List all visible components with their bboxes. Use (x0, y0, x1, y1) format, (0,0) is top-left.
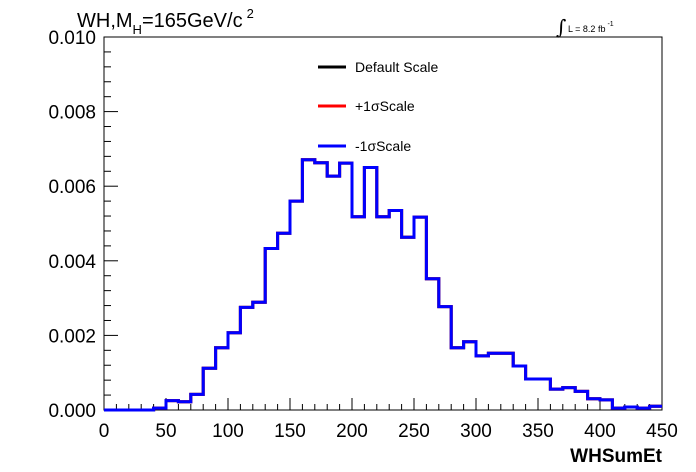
luminosity-label: L = 8.2 fb -1 (568, 21, 614, 34)
x-tick-label: 100 (212, 421, 244, 442)
plot-frame (103, 36, 663, 411)
x-axis-major-ticks: 0 50 100 150 200 250 300 350 400 450 (99, 398, 678, 442)
title-part-sup: 2 (247, 6, 254, 21)
y-tick-label: 0.010 (48, 28, 96, 49)
x-tick-label: 200 (336, 421, 368, 442)
x-tick-label: 450 (646, 421, 678, 442)
y-axis-minor-ticks (104, 51, 111, 396)
title-part-mid: =165GeV/c (142, 10, 243, 32)
title-part-pre: WH,M (77, 10, 133, 32)
x-tick-label: 350 (522, 421, 554, 442)
integral-symbol: ∫ (556, 15, 566, 39)
y-axis-major-ticks: 0.000 0.002 0.004 0.006 0.008 0.010 (48, 28, 118, 422)
x-tick-label: 150 (274, 421, 306, 442)
series-layer (104, 158, 662, 412)
x-axis-label: WHSumEt (570, 446, 663, 467)
x-tick-label: 300 (460, 421, 492, 442)
y-tick-label: 0.008 (48, 103, 96, 124)
chart-title: WH,MH=165GeV/c 2 (77, 6, 254, 37)
x-tick-label: 50 (155, 421, 176, 442)
legend-label-plus-sigma-scale: +1σScale (355, 98, 415, 114)
y-tick-label: 0.000 (48, 401, 96, 422)
y-tick-label: 0.002 (48, 326, 96, 347)
series-line-1 (104, 158, 662, 412)
series-line-0 (104, 158, 662, 412)
legend: Default Scale +1σScale -1σScale (318, 59, 438, 154)
x-tick-label: 400 (584, 421, 616, 442)
x-tick-label: 0 (99, 421, 110, 442)
y-tick-label: 0.006 (48, 177, 96, 198)
legend-label-minus-sigma-scale: -1σScale (355, 138, 411, 154)
x-axis-minor-ticks (115, 404, 651, 410)
title-part-sub: H (133, 22, 142, 37)
x-tick-label: 250 (398, 421, 430, 442)
legend-label-default-scale: Default Scale (355, 59, 438, 75)
series-line-2 (104, 158, 662, 412)
y-tick-label: 0.004 (48, 252, 96, 273)
